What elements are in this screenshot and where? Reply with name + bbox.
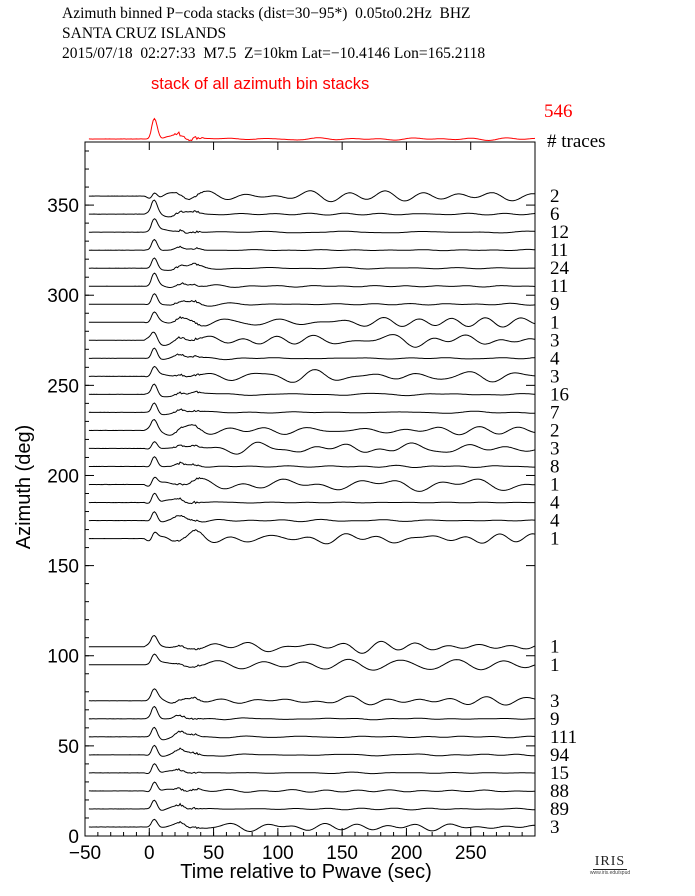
trace-count-labels: 2612112411913431672381441113911194158889… <box>550 186 577 838</box>
trace-count-50: 94 <box>550 745 570 766</box>
x-tick-label: 150 <box>326 843 358 864</box>
y-tick-label: 350 <box>47 196 79 217</box>
trace-count-230: 2 <box>550 420 560 441</box>
trace-az-190 <box>88 492 535 505</box>
trace-az-270 <box>88 347 536 361</box>
trace-count-40: 15 <box>550 763 569 784</box>
trace-az-10 <box>88 818 536 832</box>
trace-az-260 <box>88 365 536 383</box>
trace-count-250: 16 <box>550 384 569 405</box>
trace-count-240: 7 <box>550 402 560 423</box>
y-tick-label: 50 <box>58 737 79 758</box>
trace-az-210 <box>88 456 535 468</box>
x-tick-label: 250 <box>455 843 487 864</box>
trace-count-20: 89 <box>550 799 569 820</box>
trace-az-180 <box>88 511 535 523</box>
trace-az-20 <box>88 799 535 811</box>
trace-az-110 <box>88 634 536 654</box>
trace-az-80 <box>88 688 536 706</box>
trace-count-100: 1 <box>550 655 560 676</box>
trace-count-190: 4 <box>550 493 560 514</box>
y-tick-label: 100 <box>47 647 79 668</box>
trace-count-270: 4 <box>550 348 560 369</box>
x-tick-label: 0 <box>144 843 155 864</box>
trace-count-300: 9 <box>550 294 560 315</box>
trace-count-200: 1 <box>550 474 560 495</box>
trace-count-330: 11 <box>550 240 568 261</box>
stack-panel <box>88 117 536 142</box>
trace-az-280 <box>88 331 536 348</box>
y-tick-label: 200 <box>47 466 79 487</box>
iris-logo-url: www.iris.edu/spud <box>589 870 631 876</box>
x-tick-label: 100 <box>262 843 294 864</box>
trace-count-310: 11 <box>550 276 568 297</box>
chart-title-line-3: 2015/07/18 02:27:33 M7.5 Z=10km Lat=−10.… <box>62 45 486 62</box>
trace-count-350: 6 <box>550 204 560 225</box>
trace-count-220: 3 <box>550 438 560 459</box>
y-tick-label: 0 <box>68 827 79 848</box>
trace-count-10: 3 <box>550 817 560 838</box>
chart-title-line-2: SANTA CRUZ ISLANDS <box>62 25 227 42</box>
trace-az-220 <box>88 441 536 455</box>
trace-az-230 <box>88 419 536 436</box>
x-axis: −50 0 50 100 150 200 250 <box>69 142 536 864</box>
trace-az-250 <box>88 383 536 398</box>
plot-border <box>84 141 536 837</box>
trace-az-350 <box>88 199 536 218</box>
y-axis-label: Azimuth (deg) <box>13 425 35 550</box>
trace-count-header: # traces <box>547 131 606 152</box>
plot-frame <box>84 141 536 837</box>
trace-count-180: 4 <box>550 511 560 532</box>
trace-count-80: 3 <box>550 691 560 712</box>
trace-count-360: 2 <box>550 186 560 207</box>
y-tick-label: 150 <box>47 557 79 578</box>
x-tick-label: −50 <box>69 843 101 864</box>
trace-count-340: 12 <box>550 222 569 243</box>
trace-az-290 <box>88 311 536 328</box>
trace-az-300 <box>88 293 536 307</box>
iris-logo-text: IRIS <box>592 854 628 870</box>
stack-trace-count: 546 <box>544 101 573 122</box>
trace-az-200 <box>88 476 535 492</box>
chart-title-line-1: Azimuth binned P−coda stacks (dist=30−95… <box>62 5 471 22</box>
trace-count-170: 1 <box>550 529 560 550</box>
trace-az-70 <box>88 705 535 721</box>
trace-az-240 <box>88 402 535 416</box>
trace-count-260: 3 <box>550 366 560 387</box>
stack-label: stack of all azimuth bin stacks <box>151 75 369 93</box>
trace-az-330 <box>88 238 536 252</box>
trace-count-290: 1 <box>550 312 560 333</box>
trace-count-320: 24 <box>550 258 570 279</box>
y-tick-label: 250 <box>47 376 79 397</box>
trace-az-320 <box>88 257 535 271</box>
y-tick-label: 300 <box>47 286 79 307</box>
trace-az-50 <box>88 744 535 757</box>
trace-az-170 <box>88 529 536 545</box>
trace-count-60: 111 <box>550 727 577 748</box>
x-tick-label: 200 <box>391 843 423 864</box>
y-axis: 0 50 100 150 200 250 300 350 <box>47 150 535 848</box>
trace-az-360 <box>88 190 536 203</box>
trace-count-30: 88 <box>550 781 569 802</box>
stack-trace <box>88 117 536 142</box>
trace-az-340 <box>88 218 536 234</box>
x-axis-label: Time relative to Pwave (sec) <box>180 861 432 883</box>
x-tick-label: 50 <box>203 843 224 864</box>
trace-az-40 <box>88 763 535 775</box>
trace-az-310 <box>88 272 536 289</box>
trace-count-210: 8 <box>550 456 560 477</box>
trace-group <box>88 190 536 832</box>
iris-logo: IRIS www.iris.edu/spud <box>580 852 640 877</box>
trace-count-280: 3 <box>550 330 560 351</box>
trace-az-30 <box>88 781 536 793</box>
trace-az-100 <box>88 653 536 671</box>
trace-az-60 <box>88 726 536 741</box>
trace-count-110: 1 <box>550 637 560 658</box>
trace-count-70: 9 <box>550 709 560 730</box>
